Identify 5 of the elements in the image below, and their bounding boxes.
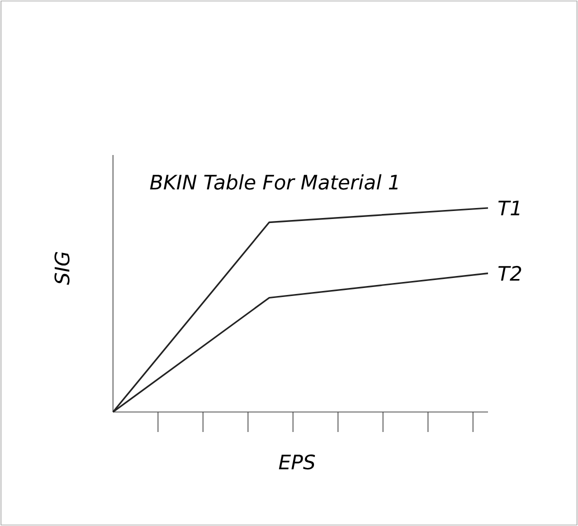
y-axis-title: SIG: [54, 252, 70, 285]
chart-title: BKIN Table For Material 1: [150, 174, 398, 190]
x-axis-title: EPS: [278, 454, 315, 470]
series-label: T1: [498, 200, 520, 216]
series-label: T2: [498, 266, 522, 281]
